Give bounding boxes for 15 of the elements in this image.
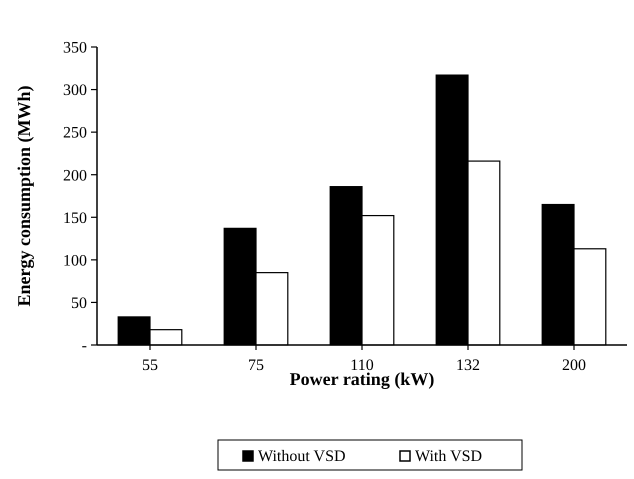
- legend-label: With VSD: [415, 448, 482, 465]
- x-tick-label: 75: [248, 357, 264, 374]
- y-tick-label: 100: [63, 252, 87, 270]
- x-tick-label: 200: [562, 357, 586, 374]
- x-tick-label: 132: [456, 357, 480, 374]
- y-tick-label: 350: [63, 40, 87, 57]
- y-tick-label: 250: [63, 124, 87, 142]
- y-tick-label: 50: [71, 295, 87, 312]
- y-axis-title: Energy consumption (MWh): [14, 85, 34, 307]
- y-tick-label: 300: [63, 82, 87, 100]
- y-tick-label: 150: [63, 210, 87, 227]
- x-tick-label: 55: [142, 357, 158, 374]
- legend-label: Without VSD: [258, 448, 346, 465]
- y-tick-label: 200: [63, 167, 87, 184]
- y-tick-label: -: [82, 338, 87, 355]
